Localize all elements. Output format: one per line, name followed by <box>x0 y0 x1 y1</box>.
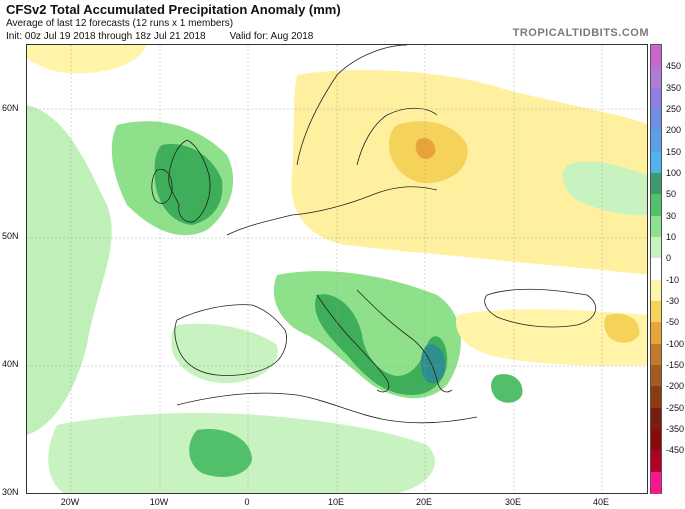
colorbar-cell <box>651 258 661 281</box>
valid-text: Valid for: Aug 2018 <box>229 31 314 42</box>
colorbar-cell <box>651 279 661 302</box>
anomaly-shading <box>27 45 647 493</box>
baltic-orange-spot <box>415 137 436 159</box>
map-header: CFSv2 Total Accumulated Precipitation An… <box>6 2 646 44</box>
colorbar-cell <box>651 343 661 366</box>
info-row: Init: 00z Jul 19 2018 through 18z Jul 21… <box>6 31 313 43</box>
colorbar-cell <box>651 237 661 259</box>
colorbar-cell <box>651 386 661 409</box>
colorbar-label: -200 <box>666 381 685 392</box>
colorbar-cell <box>651 45 661 67</box>
colorbar-label: 50 <box>666 189 677 200</box>
greece-dark-core <box>420 344 446 384</box>
colorbar-cell <box>651 450 661 473</box>
east-med-yellow <box>456 309 647 366</box>
iberia-green <box>171 323 278 384</box>
turkey-green-spot <box>491 374 523 403</box>
lon-label-20e: 20E <box>415 497 433 507</box>
colorbar-label: 450 <box>666 61 682 72</box>
lon-label-0: 0 <box>244 497 250 507</box>
colorbar-label: 200 <box>666 125 682 136</box>
init-text: Init: 00z Jul 19 2018 through 18z Jul 21… <box>6 31 206 42</box>
colorbar-cell <box>651 87 661 110</box>
colorbar-label: 10 <box>666 232 677 242</box>
colorbar-label: 100 <box>666 168 682 178</box>
colorbar-cell <box>651 471 661 494</box>
colorbar-cell <box>651 173 661 195</box>
graticule <box>27 45 647 493</box>
colorbar-cell <box>651 365 661 387</box>
colorbar <box>650 44 662 494</box>
map-title: CFSv2 Total Accumulated Precipitation An… <box>6 2 341 17</box>
ireland-outline <box>151 169 173 204</box>
colorbar-label: 150 <box>666 146 682 157</box>
colorbar-label: 0 <box>666 253 672 264</box>
map-subtitle: Average of last 12 forecasts (12 runs x … <box>6 18 234 29</box>
black-sea-outline <box>484 288 597 328</box>
north-africa-coast <box>176 392 478 424</box>
italy-balkans-dark-green <box>315 294 448 395</box>
colorbar-cell <box>651 429 661 451</box>
colorbar-cell <box>651 151 661 174</box>
colorbar-cell <box>651 322 661 345</box>
lat-label-30n: 30N <box>2 487 19 497</box>
north-africa-dark-green <box>189 429 252 477</box>
lon-label-20w: 20W <box>60 497 80 507</box>
lon-label-10e: 10E <box>327 497 345 507</box>
british-isles-outline <box>168 139 211 223</box>
colorbar-label: -450 <box>666 445 685 456</box>
colorbar-label: -10 <box>666 274 680 285</box>
atlantic-green-band <box>27 105 112 435</box>
precipitation-anomaly-map <box>26 44 648 494</box>
lat-label-50n: 50N <box>2 231 19 241</box>
continent-outline <box>174 186 438 376</box>
colorbar-label: 350 <box>666 82 682 93</box>
colorbar-cell <box>651 66 661 89</box>
colorbar-cell <box>651 215 661 238</box>
colorbar-label: -50 <box>666 317 680 328</box>
italy-outline <box>316 294 390 393</box>
lon-label-40e: 40E <box>592 497 610 507</box>
scandinavia-outline <box>296 45 438 166</box>
caspian-green <box>562 161 647 216</box>
lat-label-40n: 40N <box>2 359 19 369</box>
colorbar-cell <box>651 194 661 217</box>
map-canvas <box>27 45 647 493</box>
colorbar-label: -150 <box>666 360 685 370</box>
colorbar-label: 250 <box>666 104 682 114</box>
colorbar-cell <box>651 109 661 131</box>
colorbar-cell <box>651 130 661 153</box>
balkan-coast <box>356 289 453 393</box>
lat-label-60n: 60N <box>2 103 19 113</box>
lon-label-10w: 10W <box>149 497 169 507</box>
colorbar-cell <box>651 407 661 430</box>
coastlines <box>151 45 597 424</box>
colorbar-label: -250 <box>666 402 685 413</box>
brand-logo-text[interactable]: TROPICALTIDBITS.COM <box>512 27 649 39</box>
colorbar-label: -350 <box>666 424 685 434</box>
northwest-yellow <box>27 45 147 74</box>
scandinavia-baltic-yellow <box>291 70 647 275</box>
lon-label-30e: 30E <box>504 497 522 507</box>
colorbar-label: 30 <box>666 210 677 221</box>
black-sea-orange <box>604 313 640 343</box>
colorbar-label: -30 <box>666 296 680 306</box>
colorbar-label: -100 <box>666 338 685 349</box>
colorbar-cell <box>651 301 661 323</box>
